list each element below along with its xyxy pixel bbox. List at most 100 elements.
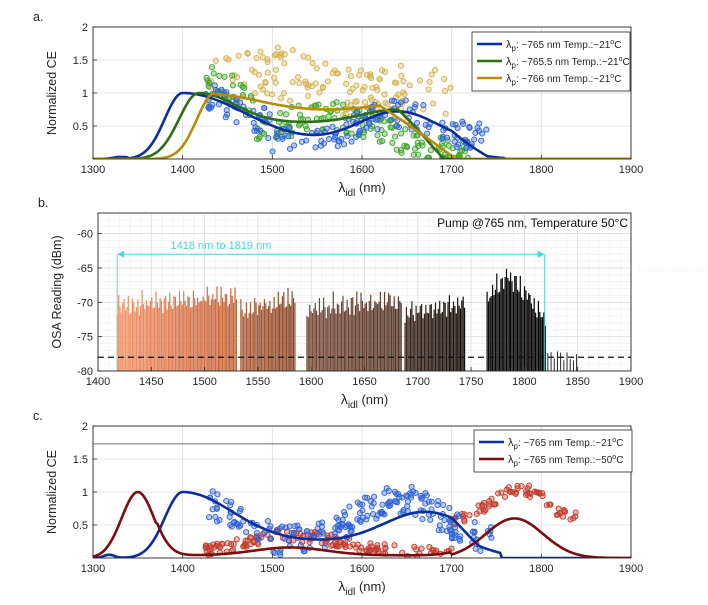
scatter-point-50c [203,548,210,555]
scatter-point-766 [225,56,232,63]
scatter-point-21c [443,528,450,535]
scatter-point-766 [309,83,316,90]
scatter-point-21c [339,516,346,524]
scatter-point-765-5 [204,77,211,84]
scatter-point-21c [367,498,374,505]
x-axis-label: λidl (nm) [338,179,385,199]
range-arrow-right-head [537,250,545,258]
scatter-point-21c [359,507,366,514]
x-tick-label: 1650 [352,376,376,388]
scatter-point-765-5 [427,147,434,154]
x-label-unit: (nm) [358,392,388,407]
scatter-point-21c [395,491,402,498]
scatter-point-765-5 [457,148,464,155]
scatter-point-766 [345,66,352,73]
scatter-point-21c [237,522,244,529]
scatter-point-766 [343,80,350,87]
scatter-point-21c [448,530,455,537]
scatter-point-21c [373,515,380,522]
scatter-point-21c [441,517,448,524]
scatter-point-766 [393,79,400,86]
scatter-point-50c [242,542,250,549]
legend-box [473,429,633,473]
scatter-point-765-5 [415,143,422,150]
x-tick-label: 1400 [170,563,194,575]
scatter-point-21c [393,490,400,498]
scatter-point-765-5 [333,99,340,106]
legend-lambda: λ [506,56,512,68]
scatter-point-766 [420,106,427,113]
scatter-point-765 [449,121,456,128]
scatter-point-765 [291,142,298,149]
scatter-point-765 [329,123,336,130]
scatter-point-765 [353,133,360,141]
scatter-point-766 [302,78,309,85]
scatter-point-766 [406,82,413,89]
scatter-point-766 [353,82,360,89]
x-tick-label: 1750 [459,376,483,388]
scatter-point-765 [265,135,272,142]
scatter-point-766 [313,65,320,72]
scatter-point-21c [451,524,459,531]
scatter-point-21c [392,498,400,505]
scatter-point-765 [472,129,479,136]
scatter-point-766 [281,51,288,58]
scatter-point-21c [267,535,274,542]
scatter-point-50c [382,544,389,551]
y-tick-label: -70 [77,297,93,309]
scatter-point-765 [286,145,293,152]
scatter-point-50c [526,493,534,501]
scatter-point-765 [341,141,348,148]
scatter-point-765 [366,120,373,127]
scatter-point-21c [357,518,364,525]
scatter-point-765-5 [303,126,310,133]
scatter-point-765 [233,119,240,126]
scatter-point-766 [447,84,454,91]
legend-unit: C [616,455,623,466]
legend-unit: C [616,438,623,449]
scatter-point-766 [305,92,312,100]
scatter-point-21c [253,529,260,536]
legend-entry: λp: ~765.5 nm Temp.:~21oC [506,56,630,70]
scatter-point-21c [304,531,311,538]
x-tick-label: 1550 [246,376,270,388]
scatter-point-21c [276,549,283,556]
x-label-subscript: idl [348,400,358,411]
scatter-point-21c [288,529,295,536]
x-tick-label: 1900 [619,563,643,575]
scatter-point-21c [379,510,386,517]
scatter-point-50c [367,540,374,547]
y-tick-label: 1.5 [73,55,88,67]
scatter-point-21c [243,529,250,536]
scatter-point-765 [312,144,319,151]
scatter-point-21c [435,497,442,505]
scatter-point-766 [259,86,266,93]
scatter-point-765 [303,137,310,144]
scatter-point-765-5 [277,110,284,117]
fit-curve-765 [93,91,631,159]
range-arrow-left-head [117,250,125,258]
x-tick-label: 1500 [192,376,216,388]
scatter-point-765 [474,124,481,132]
legend-subscript: p [514,459,519,468]
scatter-point-21c [223,497,230,504]
y-axis-label: Normalized CE [45,450,59,534]
x-tick-label: 1900 [619,164,643,176]
x-label-lambda: λ [338,578,345,594]
scatter-point-766 [277,54,284,61]
scatter-point-50c [534,489,541,496]
x-tick-label: 1400 [86,376,110,388]
scatter-point-766 [442,110,449,117]
scatter-point-50c [482,507,489,514]
fit-curve-766 [93,91,631,159]
scatter-point-765 [344,133,351,140]
x-axis-label: λidl (nm) [338,578,385,598]
scatter-point-766 [359,87,366,94]
scatter-point-21c [451,531,458,539]
scatter-point-766 [426,78,433,86]
x-label-unit: (nm) [355,180,385,195]
scatter-point-765-5 [398,130,405,137]
scatter-point-50c [501,493,509,500]
scatter-point-50c [480,499,487,506]
